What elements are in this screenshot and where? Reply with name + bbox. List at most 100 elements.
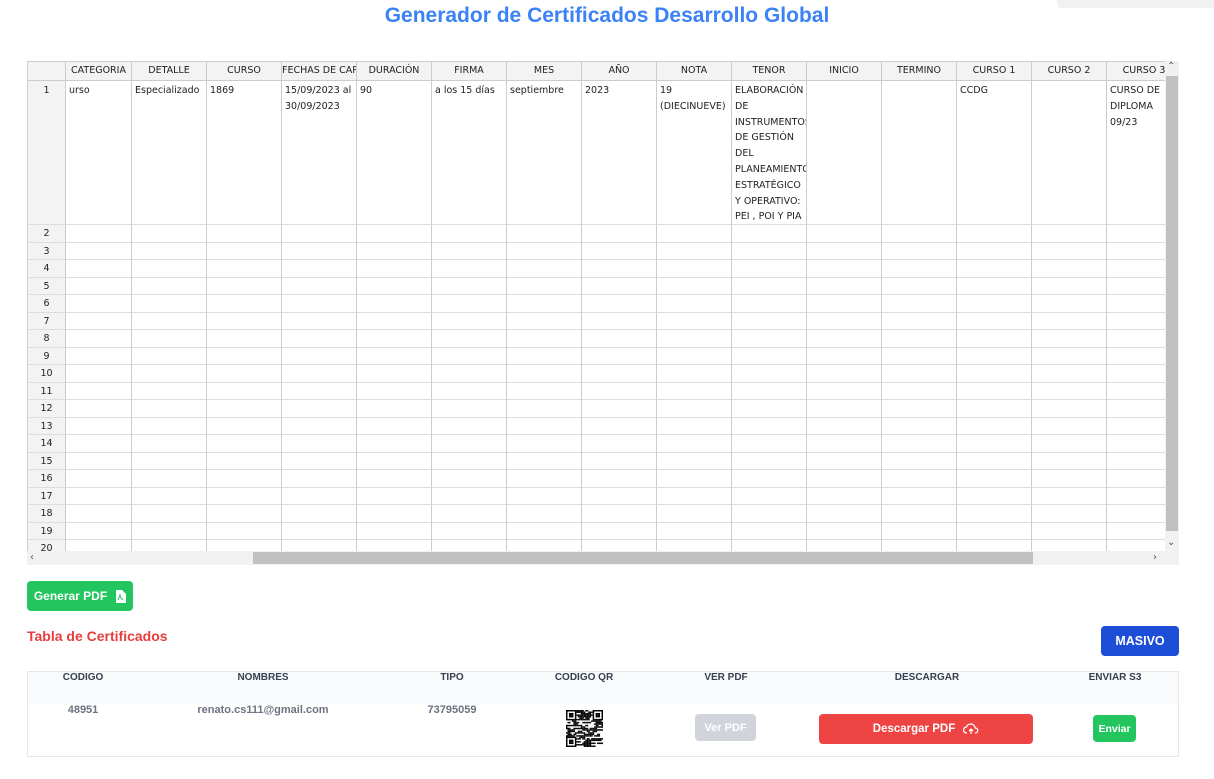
cell[interactable] — [207, 505, 282, 523]
cell[interactable] — [882, 330, 957, 348]
cell[interactable] — [1032, 400, 1107, 418]
cell[interactable] — [66, 225, 132, 243]
scroll-thumb[interactable] — [253, 552, 1033, 564]
cell[interactable] — [1032, 225, 1107, 243]
cell[interactable] — [957, 277, 1032, 295]
cell[interactable]: septiembre — [507, 81, 582, 225]
cell[interactable] — [507, 225, 582, 243]
cell[interactable] — [432, 487, 507, 505]
cell[interactable] — [207, 277, 282, 295]
cell[interactable] — [882, 382, 957, 400]
cell[interactable] — [357, 260, 432, 278]
cell[interactable] — [207, 487, 282, 505]
cell[interactable] — [882, 522, 957, 540]
cell[interactable] — [66, 522, 132, 540]
cell[interactable] — [507, 452, 582, 470]
cell[interactable] — [582, 312, 657, 330]
cell[interactable] — [66, 365, 132, 383]
cell[interactable] — [732, 260, 807, 278]
cell[interactable] — [282, 260, 357, 278]
cell[interactable] — [732, 540, 807, 551]
cell[interactable] — [1032, 417, 1107, 435]
cell[interactable] — [807, 470, 882, 488]
cell[interactable] — [282, 470, 357, 488]
cell[interactable] — [957, 347, 1032, 365]
cell[interactable] — [582, 295, 657, 313]
cell[interactable]: 15/09/2023 al 30/09/2023 — [282, 81, 357, 225]
cell[interactable] — [432, 295, 507, 313]
scroll-left[interactable]: ‹ — [30, 552, 34, 563]
column-header[interactable]: DETALLE — [132, 62, 207, 81]
cell[interactable] — [282, 347, 357, 365]
cell[interactable] — [882, 242, 957, 260]
cell[interactable] — [357, 435, 432, 453]
cell[interactable] — [66, 312, 132, 330]
cell[interactable] — [507, 330, 582, 348]
cell[interactable] — [357, 487, 432, 505]
cell[interactable] — [957, 312, 1032, 330]
cell[interactable] — [282, 242, 357, 260]
cell[interactable] — [1107, 348, 1165, 365]
cell[interactable] — [66, 400, 132, 418]
cell[interactable] — [957, 225, 1032, 243]
cell[interactable] — [132, 505, 207, 523]
cell[interactable] — [357, 470, 432, 488]
cell[interactable] — [582, 452, 657, 470]
cell[interactable] — [282, 417, 357, 435]
cell[interactable] — [582, 382, 657, 400]
cell[interactable] — [957, 365, 1032, 383]
column-header[interactable]: NOTA — [657, 62, 732, 81]
cell[interactable] — [507, 312, 582, 330]
cell[interactable] — [432, 540, 507, 551]
cell[interactable] — [582, 417, 657, 435]
cell[interactable] — [732, 277, 807, 295]
cell[interactable] — [732, 487, 807, 505]
cell[interactable] — [432, 382, 507, 400]
cell[interactable] — [582, 365, 657, 383]
cell[interactable] — [507, 382, 582, 400]
cell[interactable]: 19 (DIECINUEVE) — [657, 81, 732, 225]
cell[interactable] — [132, 312, 207, 330]
cell[interactable] — [882, 225, 957, 243]
cell[interactable] — [357, 522, 432, 540]
cell[interactable] — [282, 225, 357, 243]
cell[interactable] — [957, 242, 1032, 260]
cell[interactable] — [582, 260, 657, 278]
cell[interactable] — [357, 312, 432, 330]
cell[interactable] — [432, 242, 507, 260]
cell[interactable] — [132, 295, 207, 313]
column-header[interactable]: TENOR — [732, 62, 807, 81]
cell[interactable] — [1107, 260, 1165, 278]
cell[interactable] — [66, 260, 132, 278]
column-header[interactable]: CATEGORIA — [66, 62, 132, 81]
cell[interactable] — [807, 417, 882, 435]
cell[interactable] — [957, 452, 1032, 470]
cell[interactable]: Especializado — [132, 81, 207, 225]
cell[interactable] — [1107, 400, 1165, 418]
cell[interactable] — [807, 487, 882, 505]
cell[interactable] — [1032, 382, 1107, 400]
cell[interactable] — [66, 295, 132, 313]
generate-pdf-button[interactable]: Generar PDF — [27, 581, 133, 611]
cell[interactable] — [1032, 435, 1107, 453]
cell[interactable] — [957, 260, 1032, 278]
column-header[interactable]: CURSO 1 — [957, 62, 1032, 81]
cell[interactable] — [207, 540, 282, 551]
cell[interactable] — [66, 505, 132, 523]
cell[interactable] — [657, 365, 732, 383]
cell[interactable]: 1869 — [207, 81, 282, 225]
cell[interactable] — [1107, 470, 1165, 488]
cell[interactable] — [807, 225, 882, 243]
cell[interactable] — [1032, 505, 1107, 523]
cell[interactable] — [357, 400, 432, 418]
cell[interactable]: CCDG — [957, 81, 1032, 225]
cell[interactable] — [357, 225, 432, 243]
cell[interactable] — [207, 417, 282, 435]
cell[interactable] — [882, 347, 957, 365]
cell[interactable] — [66, 417, 132, 435]
cell[interactable] — [582, 277, 657, 295]
cell[interactable] — [357, 295, 432, 313]
cell[interactable] — [657, 452, 732, 470]
cell[interactable] — [807, 295, 882, 313]
cell[interactable] — [582, 505, 657, 523]
